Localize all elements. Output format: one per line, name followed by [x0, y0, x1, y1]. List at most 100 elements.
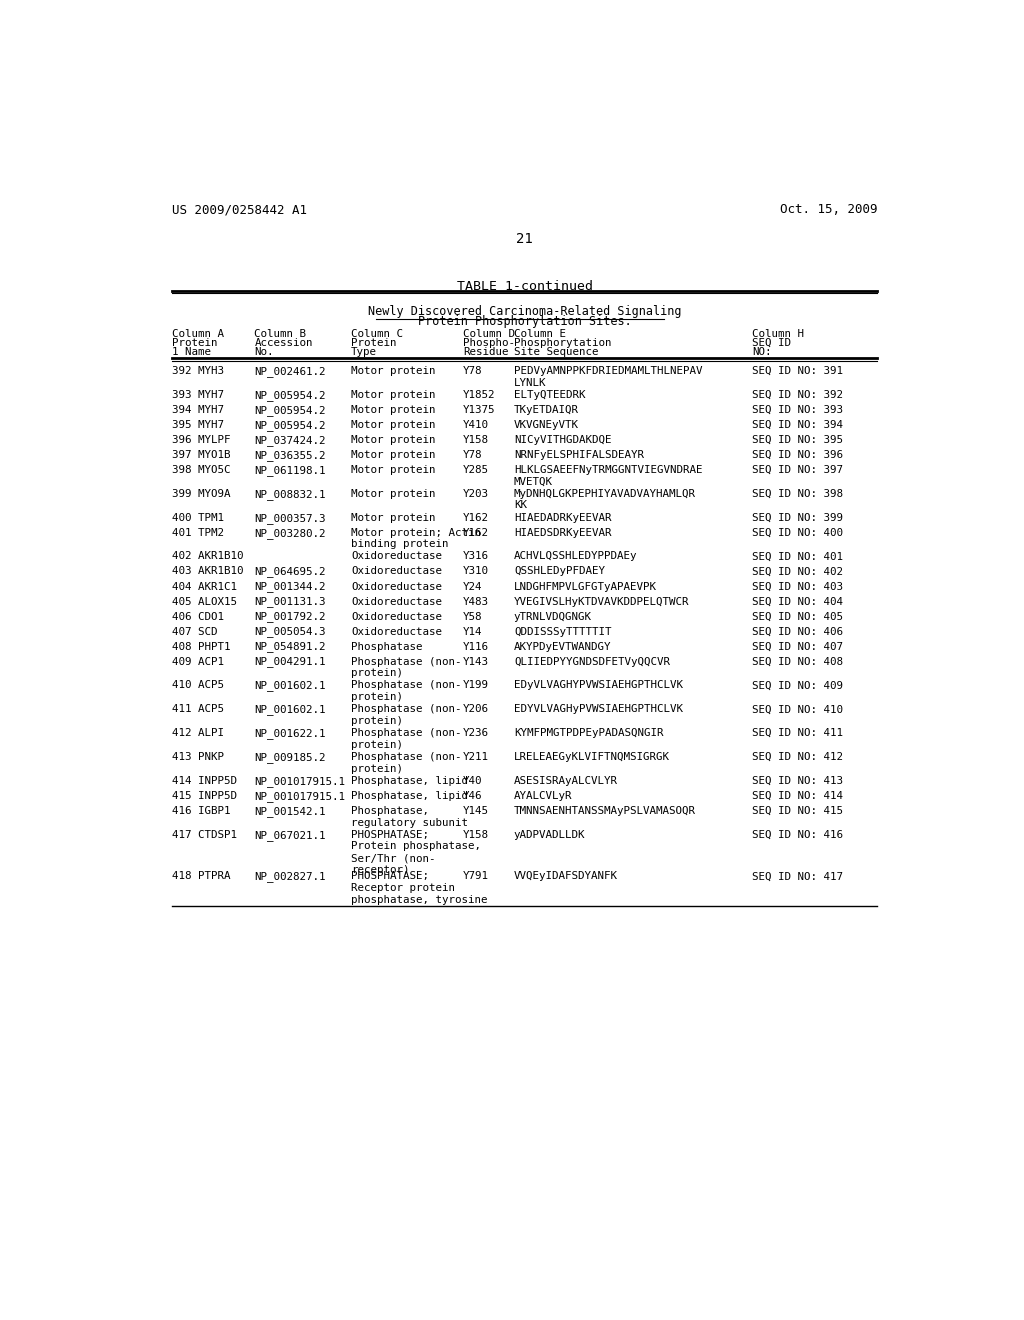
Text: Phosphatase, lipid: Phosphatase, lipid: [351, 776, 468, 785]
Text: Y40: Y40: [463, 776, 482, 785]
Text: Phosphatase, lipid: Phosphatase, lipid: [351, 791, 468, 801]
Text: NO:: NO:: [752, 347, 771, 356]
Text: 416 IGBP1: 416 IGBP1: [172, 807, 230, 816]
Text: Phosphatase: Phosphatase: [351, 642, 423, 652]
Text: 407 SCD: 407 SCD: [172, 627, 218, 636]
Text: 405 ALOX15: 405 ALOX15: [172, 597, 238, 606]
Text: 402 AKR1B10: 402 AKR1B10: [172, 552, 244, 561]
Text: SEQ ID NO: 409: SEQ ID NO: 409: [752, 681, 843, 690]
Text: Y285: Y285: [463, 465, 488, 475]
Text: SEQ ID NO: 402: SEQ ID NO: 402: [752, 566, 843, 577]
Text: 411 ACP5: 411 ACP5: [172, 705, 224, 714]
Text: 399 MYO9A: 399 MYO9A: [172, 488, 230, 499]
Text: Y143: Y143: [463, 656, 488, 667]
Text: MyDNHQLGKPEPHIYAVADVAYHAMLQR
KK: MyDNHQLGKPEPHIYAVADVAYHAMLQR KK: [514, 488, 696, 511]
Text: ASESISRAyALCVLYR: ASESISRAyALCVLYR: [514, 776, 617, 785]
Text: 392 MYH3: 392 MYH3: [172, 366, 224, 376]
Text: Y1375: Y1375: [463, 405, 496, 414]
Text: SEQ ID NO: 413: SEQ ID NO: 413: [752, 776, 843, 785]
Text: Phosphorytation: Phosphorytation: [514, 338, 611, 348]
Text: NP_002461.2: NP_002461.2: [254, 366, 326, 376]
Text: Phosphatase (non-
protein): Phosphatase (non- protein): [351, 729, 462, 750]
Text: TKyETDAIQR: TKyETDAIQR: [514, 405, 579, 414]
Text: NICyVITHGDAKDQE: NICyVITHGDAKDQE: [514, 434, 611, 445]
Text: Y203: Y203: [463, 488, 488, 499]
Text: Phospho-: Phospho-: [463, 338, 515, 348]
Text: No.: No.: [254, 347, 273, 356]
Text: Y46: Y46: [463, 791, 482, 801]
Text: SEQ ID NO: 395: SEQ ID NO: 395: [752, 434, 843, 445]
Text: NP_005954.2: NP_005954.2: [254, 420, 326, 430]
Text: Motor protein: Motor protein: [351, 512, 435, 523]
Text: 415 INPP5D: 415 INPP5D: [172, 791, 238, 801]
Text: QLIIEDPYYGNDSDFETVyQQCVR: QLIIEDPYYGNDSDFETVyQQCVR: [514, 656, 670, 667]
Text: NP_001344.2: NP_001344.2: [254, 582, 326, 593]
Text: SEQ ID NO: 397: SEQ ID NO: 397: [752, 465, 843, 475]
Text: Y78: Y78: [463, 450, 482, 459]
Text: Y211: Y211: [463, 752, 488, 762]
Text: NP_000357.3: NP_000357.3: [254, 512, 326, 524]
Text: SEQ ID NO: 403: SEQ ID NO: 403: [752, 582, 843, 591]
Text: Phosphatase (non-
protein): Phosphatase (non- protein): [351, 656, 462, 678]
Text: Y78: Y78: [463, 366, 482, 376]
Text: PEDVyAMNPPKFDRIEDMAMLTHLNEPAV
LYNLK: PEDVyAMNPPKFDRIEDMAMLTHLNEPAV LYNLK: [514, 366, 702, 388]
Text: Protein: Protein: [172, 338, 218, 348]
Text: YVEGIVSLHyKTDVAVKDDPELQTWCR: YVEGIVSLHyKTDVAVKDDPELQTWCR: [514, 597, 689, 606]
Text: Motor protein: Motor protein: [351, 405, 435, 414]
Text: SEQ ID NO: 394: SEQ ID NO: 394: [752, 420, 843, 430]
Text: Phosphatase (non-
protein): Phosphatase (non- protein): [351, 752, 462, 774]
Text: VKVGNEyVTK: VKVGNEyVTK: [514, 420, 579, 430]
Text: LRELEAEGyKLVIFTNQMSIGRGK: LRELEAEGyKLVIFTNQMSIGRGK: [514, 752, 670, 762]
Text: 396 MYLPF: 396 MYLPF: [172, 434, 230, 445]
Text: NP_037424.2: NP_037424.2: [254, 434, 326, 446]
Text: SEQ ID NO: 396: SEQ ID NO: 396: [752, 450, 843, 459]
Text: NP_008832.1: NP_008832.1: [254, 488, 326, 500]
Text: NP_001131.3: NP_001131.3: [254, 597, 326, 607]
Text: SEQ ID NO: 399: SEQ ID NO: 399: [752, 512, 843, 523]
Text: Column C: Column C: [351, 330, 403, 339]
Text: Y236: Y236: [463, 729, 488, 738]
Text: Y316: Y316: [463, 552, 488, 561]
Text: Type: Type: [351, 347, 377, 356]
Text: Motor protein: Motor protein: [351, 366, 435, 376]
Text: TMNNSAENHTANSSMAyPSLVAMASOQR: TMNNSAENHTANSSMAyPSLVAMASOQR: [514, 807, 696, 816]
Text: NP_005954.2: NP_005954.2: [254, 389, 326, 401]
Text: Protein: Protein: [351, 338, 396, 348]
Text: NP_001017915.1: NP_001017915.1: [254, 776, 345, 787]
Text: 417 CTDSP1: 417 CTDSP1: [172, 830, 238, 840]
Text: NP_009185.2: NP_009185.2: [254, 752, 326, 763]
Text: 412 ALPI: 412 ALPI: [172, 729, 224, 738]
Text: 21: 21: [516, 231, 534, 246]
Text: Column A: Column A: [172, 330, 224, 339]
Text: Motor protein: Motor protein: [351, 434, 435, 445]
Text: Y206: Y206: [463, 705, 488, 714]
Text: NP_004291.1: NP_004291.1: [254, 656, 326, 668]
Text: Site Sequence: Site Sequence: [514, 347, 598, 356]
Text: SEQ ID NO: 401: SEQ ID NO: 401: [752, 552, 843, 561]
Text: Y483: Y483: [463, 597, 488, 606]
Text: NP_001017915.1: NP_001017915.1: [254, 791, 345, 801]
Text: SEQ ID NO: 392: SEQ ID NO: 392: [752, 389, 843, 400]
Text: EDyVLVAGHYPVWSIAEHGPTHCLVK: EDyVLVAGHYPVWSIAEHGPTHCLVK: [514, 681, 683, 690]
Text: KYMFPMGTPDPEyPADASQNGIR: KYMFPMGTPDPEyPADASQNGIR: [514, 729, 664, 738]
Text: Protein Phosphorylation Sites.: Protein Phosphorylation Sites.: [418, 315, 632, 329]
Text: 418 PTPRA: 418 PTPRA: [172, 871, 230, 882]
Text: 404 AKR1C1: 404 AKR1C1: [172, 582, 238, 591]
Text: Y162: Y162: [463, 512, 488, 523]
Text: Y158: Y158: [463, 434, 488, 445]
Text: SEQ ID NO: 410: SEQ ID NO: 410: [752, 705, 843, 714]
Text: NP_064695.2: NP_064695.2: [254, 566, 326, 577]
Text: Y1852: Y1852: [463, 389, 496, 400]
Text: Y14: Y14: [463, 627, 482, 636]
Text: HIAEDSDRKyEEVAR: HIAEDSDRKyEEVAR: [514, 528, 611, 537]
Text: NRNFyELSPHIFALSDEAYR: NRNFyELSPHIFALSDEAYR: [514, 450, 644, 459]
Text: Motor protein: Motor protein: [351, 420, 435, 430]
Text: Column E: Column E: [514, 330, 566, 339]
Text: SEQ ID NO: 391: SEQ ID NO: 391: [752, 366, 843, 376]
Text: NP_002827.1: NP_002827.1: [254, 871, 326, 882]
Text: Motor protein: Motor protein: [351, 465, 435, 475]
Text: SEQ ID NO: 406: SEQ ID NO: 406: [752, 627, 843, 636]
Text: SEQ ID NO: 400: SEQ ID NO: 400: [752, 528, 843, 537]
Text: Y310: Y310: [463, 566, 488, 577]
Text: SEQ ID NO: 414: SEQ ID NO: 414: [752, 791, 843, 801]
